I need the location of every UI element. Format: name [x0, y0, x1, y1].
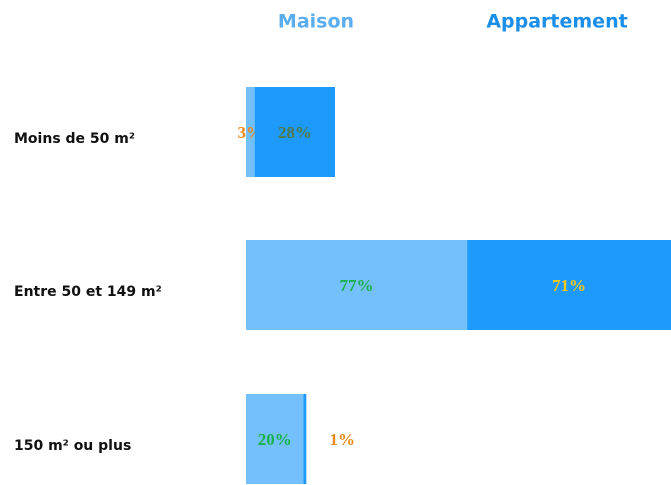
value-label: 71%: [552, 276, 586, 295]
value-label: 77%: [340, 276, 374, 295]
bar-segment: [303, 394, 307, 484]
bar-segment: [254, 87, 336, 177]
category-label: 150 m² ou plus: [14, 438, 131, 454]
bar-segment: [246, 240, 468, 330]
value-label: 1%: [330, 430, 356, 449]
value-label: 28%: [278, 123, 312, 142]
bar-segment: [246, 394, 304, 484]
legend-label: Appartement: [486, 11, 627, 33]
category-label: Entre 50 et 149 m²: [14, 284, 162, 300]
bar-segment: [246, 87, 255, 177]
bar-segment: [467, 240, 671, 330]
legend-label: Maison: [278, 11, 354, 33]
category-label: Moins de 50 m²: [14, 131, 135, 147]
value-label: 20%: [258, 430, 292, 449]
